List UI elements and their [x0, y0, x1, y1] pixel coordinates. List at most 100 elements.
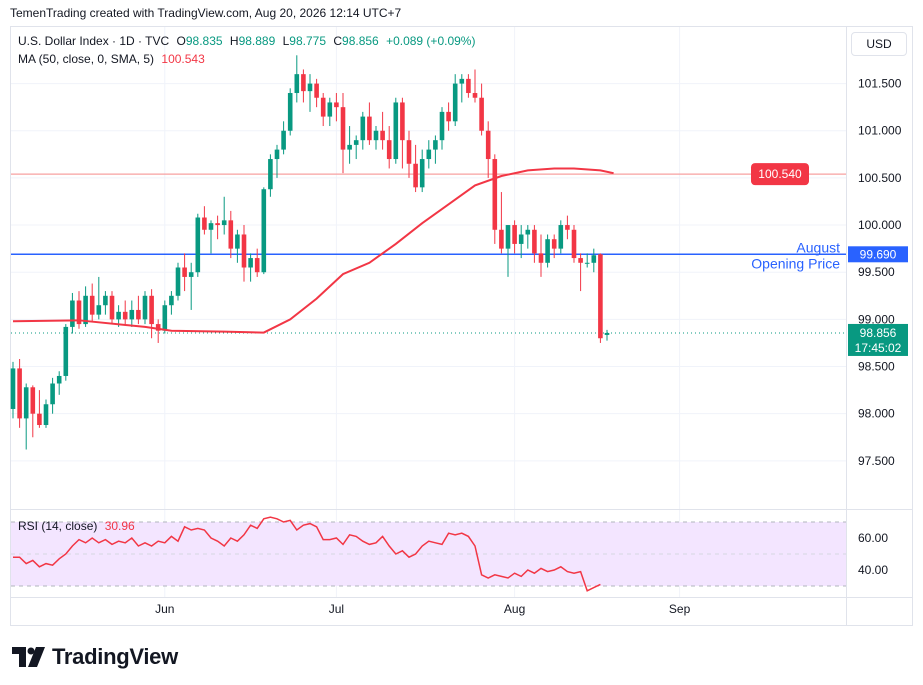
price-tick-label: 98.500: [858, 360, 895, 374]
tradingview-logo-icon: [12, 647, 45, 667]
candle-body: [281, 130, 286, 150]
annotation-line-1: August: [796, 239, 840, 255]
ma-label: MA (50, close, 0, SMA, 5): [18, 52, 155, 66]
candle-body: [248, 258, 253, 268]
candle-body: [334, 102, 339, 108]
price-tick-label: 99.500: [858, 265, 895, 279]
candle-body: [406, 140, 412, 164]
candle-body: [459, 78, 465, 84]
candle-body: [142, 295, 148, 320]
candle-body: [254, 258, 260, 273]
legend-ma: MA (50, close, 0, SMA, 5) 100.543: [18, 52, 205, 66]
candle-body: [538, 253, 544, 263]
level-axis-badge: [848, 246, 908, 263]
rsi-tick-label: 60.00: [858, 531, 888, 545]
candle-body: [419, 159, 425, 188]
candle-body: [261, 189, 267, 273]
candle-body: [393, 102, 399, 160]
candle-body: [109, 295, 115, 320]
candle-body: [175, 267, 181, 296]
currency-button[interactable]: USD: [851, 32, 907, 56]
candle-body: [221, 220, 227, 226]
time-tick-label: Jul: [329, 602, 344, 616]
candle-body: [116, 311, 121, 320]
time-tick-label: Jun: [155, 602, 174, 616]
candle-body: [578, 258, 583, 263]
candle-body: [452, 83, 458, 122]
candle-body: [76, 300, 82, 325]
tradingview-logo-text: TradingView: [52, 644, 178, 669]
candle-body: [320, 97, 326, 117]
candle-body: [56, 375, 62, 384]
candle-body: [63, 326, 69, 376]
time-tick-label: Aug: [504, 602, 525, 616]
candle-body: [505, 225, 511, 249]
candle-body: [400, 102, 405, 141]
candle-body: [208, 223, 214, 230]
price-chart[interactable]: 97.500 98.000 98.500 99.000 99.500 100.000 100…: [0, 0, 923, 640]
candle-body: [466, 78, 471, 94]
candle-body: [228, 220, 234, 249]
time-tick-label: Sep: [669, 602, 691, 616]
candle-body: [413, 163, 418, 188]
candle-body: [83, 295, 88, 325]
candle-body: [545, 239, 550, 263]
candle-body: [149, 295, 154, 325]
candle-body: [103, 295, 108, 306]
price-tick-label: 97.500: [858, 454, 895, 468]
candle-body: [512, 225, 517, 244]
ma-label-value: 100.540: [758, 167, 802, 181]
candle-body: [565, 225, 570, 230]
candle-body: [89, 295, 95, 315]
candle-body: [268, 159, 273, 190]
candle-body: [360, 116, 366, 141]
legend-symbol: U.S. Dollar Index · 1D · TVC: [18, 34, 170, 48]
candle-body: [155, 324, 161, 331]
legend-close-value: 98.856: [342, 34, 379, 48]
ma-label-badge: [751, 163, 809, 186]
candle-body: [37, 413, 42, 426]
ma-line: [12, 167, 614, 334]
legend-close-label: C: [333, 34, 343, 48]
last-price-label: 98.856: [860, 326, 897, 340]
candle-body: [10, 368, 16, 409]
candle-body: [353, 140, 359, 145]
candle-body: [532, 229, 537, 254]
price-tick-label: 98.000: [858, 407, 895, 421]
rsi-tick-label: 40.00: [858, 563, 888, 577]
chart-credit: TemenTrading created with TradingView.co…: [10, 6, 402, 20]
candle-body: [446, 111, 451, 122]
candle-body: [215, 223, 220, 226]
price-tick-label: 101.000: [858, 124, 902, 138]
candle-body: [367, 116, 372, 141]
last-price-badge: [848, 323, 908, 356]
candle-body: [50, 383, 55, 405]
price-tick-label: 101.500: [858, 77, 902, 91]
legend-low-value: 98.775: [289, 34, 326, 48]
legend-change: +0.089 (+0.09%): [386, 34, 476, 48]
candle-body: [30, 387, 36, 414]
candle-body: [202, 217, 207, 230]
candle-body: [136, 309, 141, 320]
candle-body: [558, 225, 564, 249]
candle-body: [162, 305, 168, 331]
candle-body: [571, 229, 577, 259]
legend-open-label: O: [176, 34, 186, 48]
candle-body: [584, 262, 590, 264]
legend-open-value: 98.835: [185, 34, 223, 48]
candle-body: [551, 239, 557, 249]
candle-body: [314, 83, 319, 98]
candle-body: [17, 368, 22, 419]
tradingview-logo[interactable]: TradingView: [12, 644, 178, 670]
chart-frame[interactable]: [10, 26, 913, 626]
candle-body: [340, 107, 346, 150]
legend-low-label: L: [282, 34, 290, 48]
level-axis-label: 99.690: [860, 247, 897, 261]
candle-body: [439, 111, 445, 141]
legend-high-label: H: [229, 34, 239, 48]
legend-high-value: 98.889: [238, 34, 276, 48]
candle-body: [386, 140, 392, 160]
candle-body: [188, 272, 194, 277]
rsi-value: 30.96: [104, 519, 135, 533]
candle-body: [122, 311, 128, 320]
